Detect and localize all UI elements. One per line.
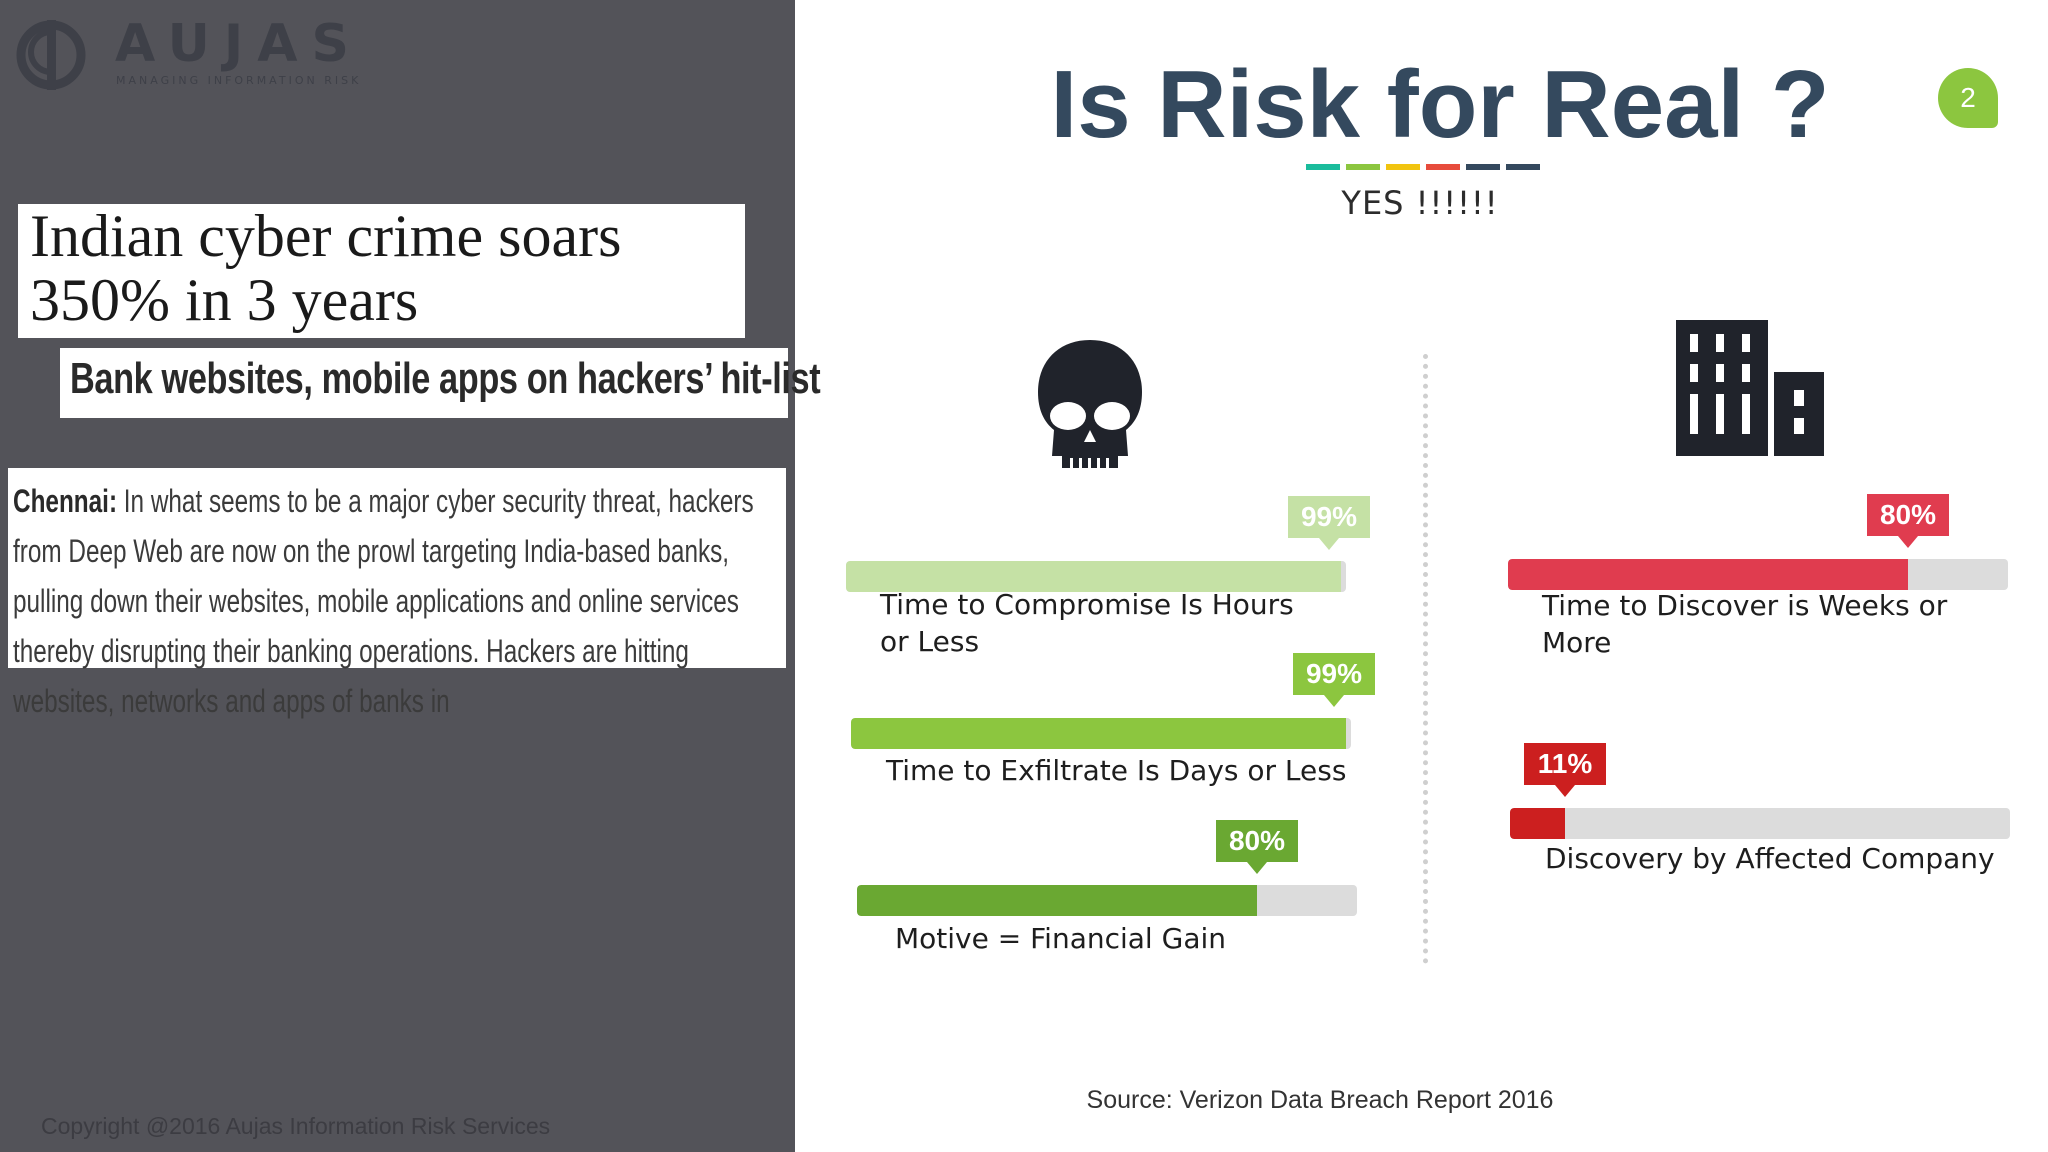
underline-segment — [1386, 164, 1420, 170]
metric-value-label: 11% — [1524, 743, 1606, 797]
left-panel: AUJAS MANAGING INFORMATION RISK Indian c… — [0, 0, 821, 1152]
metric-bar-track — [846, 561, 1346, 592]
news-dateline: Chennai: — [13, 483, 118, 519]
underline-segment — [1346, 164, 1380, 170]
news-headline: Indian cyber crime soars 350% in 3 years — [30, 203, 622, 333]
metric-label: Motive = Financial Gain — [895, 922, 1226, 955]
skull-icon — [1038, 340, 1142, 468]
metric-bar-fill — [851, 718, 1346, 749]
metric-bar-track — [857, 885, 1357, 916]
metric-bar-track — [1510, 808, 2010, 839]
column-divider — [1423, 354, 1428, 964]
page-number-badge: 2 — [1938, 68, 1998, 128]
metric-bar-fill — [1508, 559, 1908, 590]
underline-segment — [1466, 164, 1500, 170]
metric-label: Discovery by Affected Company — [1545, 842, 1995, 875]
building-icon — [1676, 320, 1824, 456]
metric-value-label: 80% — [1867, 494, 1949, 548]
metric-value-label: 99% — [1293, 653, 1375, 707]
underline-segment — [1426, 164, 1460, 170]
news-body: Chennai: In what seems to be a major cyb… — [13, 476, 765, 726]
copyright-notice: Copyright @2016 Aujas Information Risk S… — [41, 1113, 551, 1139]
aujas-logo — [16, 20, 86, 90]
news-body-clipping: Chennai: In what seems to be a major cyb… — [8, 468, 786, 719]
news-headline-clipping: Indian cyber crime soars 350% in 3 years — [18, 204, 745, 338]
source-citation: Source: Verizon Data Breach Report 2016 — [1086, 1086, 1554, 1114]
metric-value-label: 80% — [1216, 820, 1298, 874]
logo-wordmark: AUJAS — [115, 14, 363, 74]
metric-bar-track — [1508, 559, 2008, 590]
slide-title: Is Risk for Real ? — [1050, 51, 1830, 158]
slide-answer: YES !!!!!! — [1341, 184, 1499, 222]
underline-segment — [1306, 164, 1340, 170]
title-underline — [1306, 164, 1540, 170]
metric-value-label: 99% — [1288, 496, 1370, 550]
metric-label: Time to Discover is Weeks or More — [1542, 589, 1948, 659]
metric-label: Time to Compromise Is Hours or Less — [880, 588, 1294, 658]
news-body-text: In what seems to be a major cyber securi… — [13, 483, 754, 719]
logo-tagline: MANAGING INFORMATION RISK — [116, 74, 362, 87]
metric-bar-track — [851, 718, 1351, 749]
metric-bar-fill — [857, 885, 1257, 916]
metric-bar-fill — [1510, 808, 1565, 839]
metric-label: Time to Exfiltrate Is Days or Less — [886, 754, 1347, 787]
metric-bar-fill — [846, 561, 1341, 592]
news-subheadline-clipping: Bank websites, mobile apps on hackers’ h… — [60, 348, 821, 418]
news-subheadline: Bank websites, mobile apps on hackers’ h… — [70, 354, 821, 403]
underline-segment — [1506, 164, 1540, 170]
